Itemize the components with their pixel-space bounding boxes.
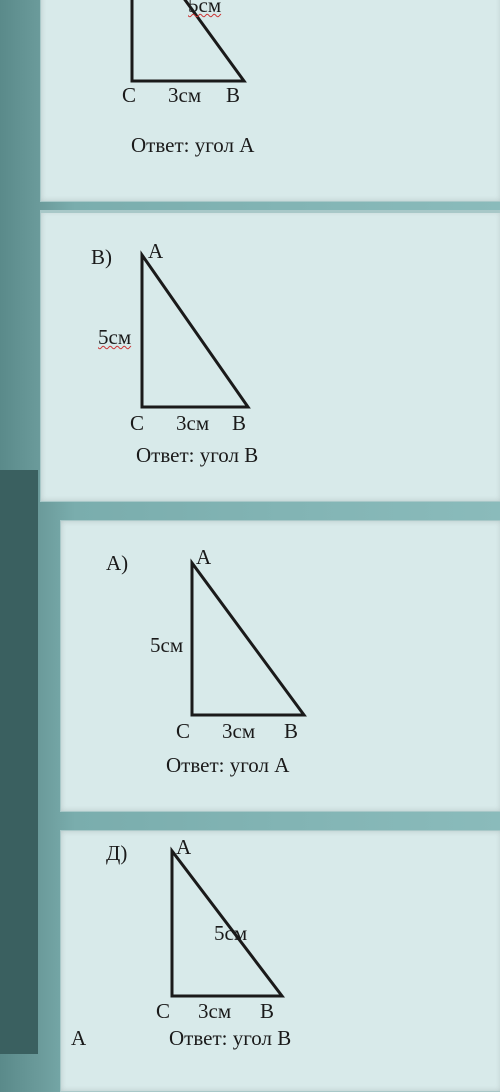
vertex-b-label: B [284, 719, 298, 744]
vertex-a-label: A [148, 239, 163, 264]
extra-a-label: А [71, 1026, 86, 1051]
answer-panel-3: А) A 5см С 3см B Ответ: угол А [60, 520, 500, 812]
vertex-b-label: B [226, 83, 240, 108]
vertex-c-label: С [156, 999, 170, 1024]
panel-divider [41, 211, 500, 213]
triangle-2: A 5см С 3см B [126, 245, 261, 423]
answer-text-4: Ответ: угол В [169, 1026, 291, 1051]
answer-panel-4: Д) A 5см С 3см B А Ответ: угол В [60, 830, 500, 1092]
hyp-length-label: 5см [188, 0, 221, 18]
base-length-label: 3см [222, 719, 255, 744]
option-label-b: В) [91, 245, 112, 270]
vertex-c-label: С [130, 411, 144, 436]
base-length-label: 3см [168, 83, 201, 108]
vertex-c-label: С [176, 719, 190, 744]
option-label-a: А) [106, 551, 128, 576]
triangle-1: 5см С 3см B [126, 0, 256, 96]
option-label-d: Д) [106, 841, 127, 866]
hyp-length-label: 5см [214, 921, 247, 946]
base-length-label: 3см [176, 411, 209, 436]
triangle-3: A 5см С 3см B [176, 551, 316, 731]
answer-text-1: Ответ: угол А [131, 133, 254, 158]
answer-text-2: Ответ: угол В [136, 443, 258, 468]
answer-text-3: Ответ: угол А [166, 753, 289, 778]
vertical-length-label: 5см [150, 633, 183, 658]
triangle-4: A 5см С 3см B [156, 841, 296, 1011]
answer-panel-1: 5см С 3см B Ответ: угол А [40, 0, 500, 202]
screen-edge-strip [0, 470, 38, 1054]
vertex-b-label: B [232, 411, 246, 436]
vertex-c-label: С [122, 83, 136, 108]
vertical-length-label: 5см [98, 325, 131, 350]
vertex-b-label: B [260, 999, 274, 1024]
vertex-a-label: A [196, 545, 211, 570]
answer-panel-2: В) A 5см С 3см B Ответ: угол В [40, 210, 500, 502]
vertex-a-label: A [176, 835, 191, 860]
base-length-label: 3см [198, 999, 231, 1024]
